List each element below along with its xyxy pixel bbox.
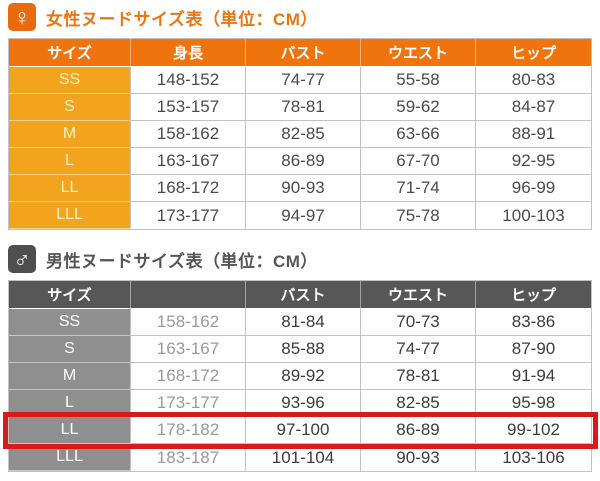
hip-cell: 96-99 (476, 175, 591, 202)
hip-cell: 91-94 (476, 363, 591, 390)
female-size-section: ♀ 女性ヌードサイズ表（単位：CM） サイズ 身長 バスト ウエスト ヒップ S… (8, 0, 600, 230)
bust-cell: 97-100 (246, 417, 361, 444)
hip-cell: 100-103 (476, 202, 591, 229)
column-header-size: サイズ (9, 39, 131, 67)
height-cell: 163-167 (131, 148, 246, 175)
male-glyph: ♂ (13, 245, 31, 272)
table-row: LL 168-172 90-93 71-74 96-99 (9, 175, 591, 202)
table-row: L 163-167 86-89 67-70 92-95 (9, 148, 591, 175)
height-cell: 158-162 (131, 121, 246, 148)
size-cell: L (9, 148, 131, 175)
bust-cell: 86-89 (246, 148, 361, 175)
female-section-title-bar: ♀ 女性ヌードサイズ表（単位：CM） (8, 3, 600, 31)
female-symbol-icon: ♀ (8, 3, 36, 31)
male-size-section: ♂ 男性ヌードサイズ表（単位：CM） サイズ バスト ウエスト ヒップ SS 1… (8, 245, 600, 472)
hip-cell: 87-90 (476, 336, 591, 363)
female-section-title: 女性ヌードサイズ表（単位：CM） (46, 9, 318, 29)
column-header-height: 身長 (131, 39, 246, 67)
bust-cell: 81-84 (246, 309, 361, 336)
column-header-waist: ウエスト (361, 39, 476, 67)
male-section-title-bar: ♂ 男性ヌードサイズ表（単位：CM） (8, 245, 600, 273)
height-cell: 148-152 (131, 67, 246, 94)
female-size-table: サイズ 身長 バスト ウエスト ヒップ SS 148-152 74-77 55-… (8, 38, 592, 230)
column-header-size: サイズ (9, 281, 131, 309)
male-symbol-icon: ♂ (8, 245, 36, 273)
waist-cell: 70-73 (361, 309, 476, 336)
table-row: SS 158-162 81-84 70-73 83-86 (9, 309, 591, 336)
waist-cell: 86-89 (361, 417, 476, 444)
height-cell: 168-172 (131, 363, 246, 390)
size-cell: LLL (9, 202, 131, 229)
waist-cell: 55-58 (361, 67, 476, 94)
bust-cell: 85-88 (246, 336, 361, 363)
waist-cell: 67-70 (361, 148, 476, 175)
size-cell: S (9, 94, 131, 121)
height-cell: 178-182 (131, 417, 246, 444)
size-cell: SS (9, 67, 131, 94)
size-cell: LL (9, 417, 131, 444)
waist-cell: 63-66 (361, 121, 476, 148)
table-row: L 173-177 93-96 82-85 95-98 (9, 390, 591, 417)
column-header-bust: バスト (246, 39, 361, 67)
hip-cell: 103-106 (476, 444, 591, 471)
height-cell: 173-177 (131, 202, 246, 229)
male-section-title: 男性ヌードサイズ表（単位：CM） (46, 251, 318, 271)
waist-cell: 82-85 (361, 390, 476, 417)
male-size-table: サイズ バスト ウエスト ヒップ SS 158-162 81-84 70-73 … (8, 280, 592, 472)
bust-cell: 82-85 (246, 121, 361, 148)
waist-cell: 71-74 (361, 175, 476, 202)
size-cell: S (9, 336, 131, 363)
waist-cell: 74-77 (361, 336, 476, 363)
size-cell: M (9, 121, 131, 148)
table-row: M 168-172 89-92 78-81 91-94 (9, 363, 591, 390)
height-cell: 158-162 (131, 309, 246, 336)
female-glyph: ♀ (13, 3, 31, 30)
table-row: S 153-157 78-81 59-62 84-87 (9, 94, 591, 121)
size-cell: M (9, 363, 131, 390)
male-row-ll-highlighted: LL 178-182 97-100 86-89 99-102 (9, 417, 591, 444)
bust-cell: 93-96 (246, 390, 361, 417)
waist-cell: 78-81 (361, 363, 476, 390)
hip-cell: 84-87 (476, 94, 591, 121)
bust-cell: 90-93 (246, 175, 361, 202)
hip-cell: 80-83 (476, 67, 591, 94)
table-row: SS 148-152 74-77 55-58 80-83 (9, 67, 591, 94)
hip-cell: 88-91 (476, 121, 591, 148)
height-cell: 173-177 (131, 390, 246, 417)
column-header-hip: ヒップ (476, 39, 591, 67)
bust-cell: 89-92 (246, 363, 361, 390)
bust-cell: 74-77 (246, 67, 361, 94)
waist-cell: 90-93 (361, 444, 476, 471)
table-row: S 163-167 85-88 74-77 87-90 (9, 336, 591, 363)
female-header-row: サイズ 身長 バスト ウエスト ヒップ (9, 39, 591, 67)
table-row: LLL 183-187 101-104 90-93 103-106 (9, 444, 591, 471)
hip-cell: 95-98 (476, 390, 591, 417)
height-cell: 163-167 (131, 336, 246, 363)
size-cell: SS (9, 309, 131, 336)
bust-cell: 101-104 (246, 444, 361, 471)
hip-cell: 83-86 (476, 309, 591, 336)
column-header-waist: ウエスト (361, 281, 476, 309)
table-row: LLL 173-177 94-97 75-78 100-103 (9, 202, 591, 229)
height-cell: 183-187 (131, 444, 246, 471)
bust-cell: 94-97 (246, 202, 361, 229)
hip-cell: 99-102 (476, 417, 591, 444)
waist-cell: 59-62 (361, 94, 476, 121)
table-row: M 158-162 82-85 63-66 88-91 (9, 121, 591, 148)
waist-cell: 75-78 (361, 202, 476, 229)
height-cell: 168-172 (131, 175, 246, 202)
hip-cell: 92-95 (476, 148, 591, 175)
column-header-bust: バスト (246, 281, 361, 309)
size-cell: LL (9, 175, 131, 202)
column-header-hip: ヒップ (476, 281, 591, 309)
bust-cell: 78-81 (246, 94, 361, 121)
male-header-row: サイズ バスト ウエスト ヒップ (9, 281, 591, 309)
column-header-blank (131, 281, 246, 309)
size-cell: LLL (9, 444, 131, 471)
size-cell: L (9, 390, 131, 417)
height-cell: 153-157 (131, 94, 246, 121)
